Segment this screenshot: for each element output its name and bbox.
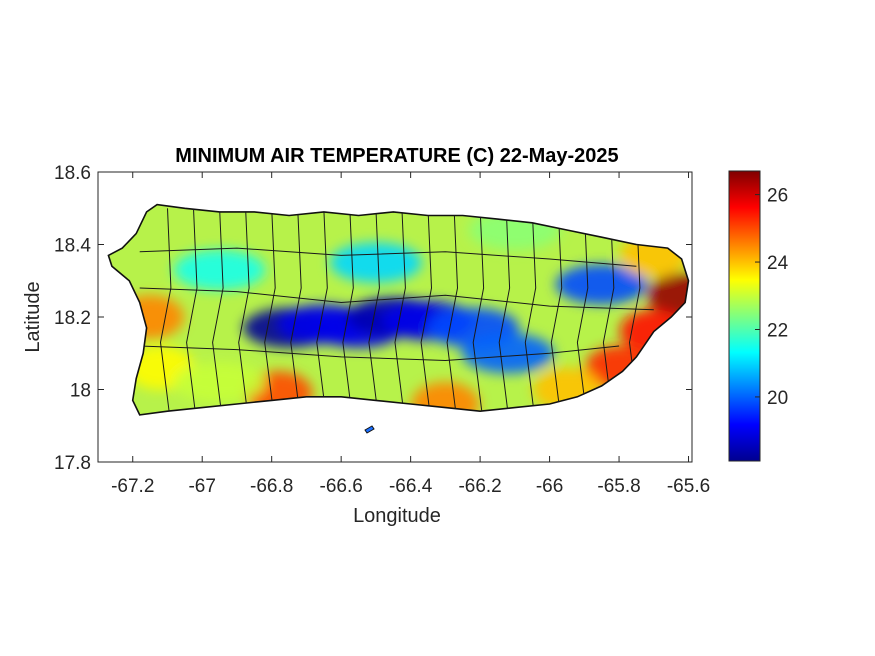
y-tick-label: 18.4 [54, 236, 91, 257]
municipality-boundary [550, 208, 563, 415]
municipality-boundary [446, 208, 459, 415]
colorbar-tick-label: 24 [767, 253, 789, 274]
chart-title: MINIMUM AIR TEMPERATURE (C) 22-May-2025 [175, 145, 618, 167]
municipality-boundary [139, 247, 637, 267]
x-axis: -67.2 -67 -66.8 -66.6 -66.4 -66.2 -66 -65.8 -65.… [111, 172, 710, 497]
municipality-boundary [342, 208, 354, 415]
temperature-cell [411, 382, 480, 415]
temperature-cell [329, 242, 422, 283]
municipality-boundary [186, 208, 198, 415]
x-tick-label: -66.6 [320, 476, 363, 497]
municipality-boundary [472, 208, 485, 415]
municipality-boundary [316, 208, 328, 415]
y-tick-label: 18 [70, 381, 91, 402]
y-tick-label: 18.6 [54, 163, 91, 184]
municipality-boundary [368, 208, 380, 415]
y-axis-label: Latitude [22, 281, 44, 352]
y-tick-label: 17.8 [54, 453, 91, 474]
y-tick-label: 18.2 [54, 308, 91, 329]
y-axis: 17.8 18 18.2 18.4 18.6 [54, 163, 692, 474]
x-tick-label: -66.4 [389, 476, 433, 497]
colorbar [728, 170, 761, 462]
temperature-cell [647, 273, 689, 318]
x-tick-label: -67.2 [111, 476, 154, 497]
x-tick-label: -67 [188, 476, 215, 497]
x-tick-label: -65.8 [597, 476, 640, 497]
municipality-boundary [576, 208, 589, 415]
temperature-cell [173, 249, 266, 290]
colorbar-ticks: 20 22 24 26 [755, 186, 789, 409]
municipality-boundary [212, 208, 224, 415]
x-tick-label: -66.2 [458, 476, 501, 497]
municipality-boundary [139, 287, 654, 311]
x-tick-label: -66 [536, 476, 563, 497]
colorbar-tick-label: 20 [767, 388, 788, 409]
temperature-field [107, 203, 690, 434]
caja-de-muertos-island [364, 425, 375, 434]
municipality-boundary [498, 208, 511, 415]
x-axis-label: Longitude [353, 505, 441, 527]
municipality-boundary [524, 208, 537, 415]
municipality-boundary [290, 208, 302, 415]
island-outline [107, 203, 690, 416]
municipality-boundary [264, 208, 276, 415]
municipality-boundary [420, 208, 433, 415]
municipality-boundaries [139, 208, 654, 415]
x-tick-label: -66.8 [250, 476, 293, 497]
colorbar-tick-label: 22 [767, 320, 788, 341]
municipality-boundary [394, 208, 406, 415]
municipality-boundary [238, 208, 250, 415]
temperature-cell [461, 333, 554, 374]
x-tick-label: -65.6 [667, 476, 710, 497]
colorbar-tick-label: 26 [767, 186, 788, 207]
municipality-boundary [159, 208, 172, 415]
temperature-cell [555, 264, 648, 305]
municipality-boundary [139, 345, 620, 362]
